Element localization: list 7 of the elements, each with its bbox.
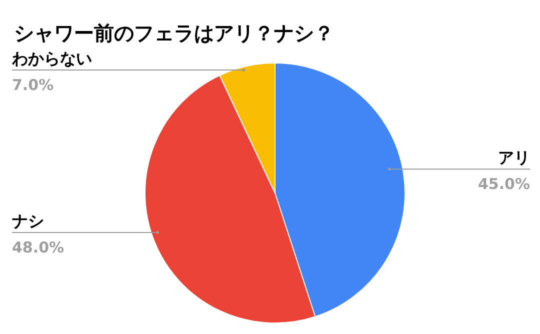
data-label: 48.0%: [12, 238, 64, 257]
chart-title: シャワー前のフェラはアリ？ナシ？: [14, 20, 334, 47]
slice-label: アリ: [498, 148, 530, 168]
data-label: 7.0%: [12, 76, 54, 94]
slice-label: ナシ: [12, 212, 44, 231]
data-label: 45.0%: [478, 175, 530, 194]
slice-label: わからない: [11, 49, 92, 68]
